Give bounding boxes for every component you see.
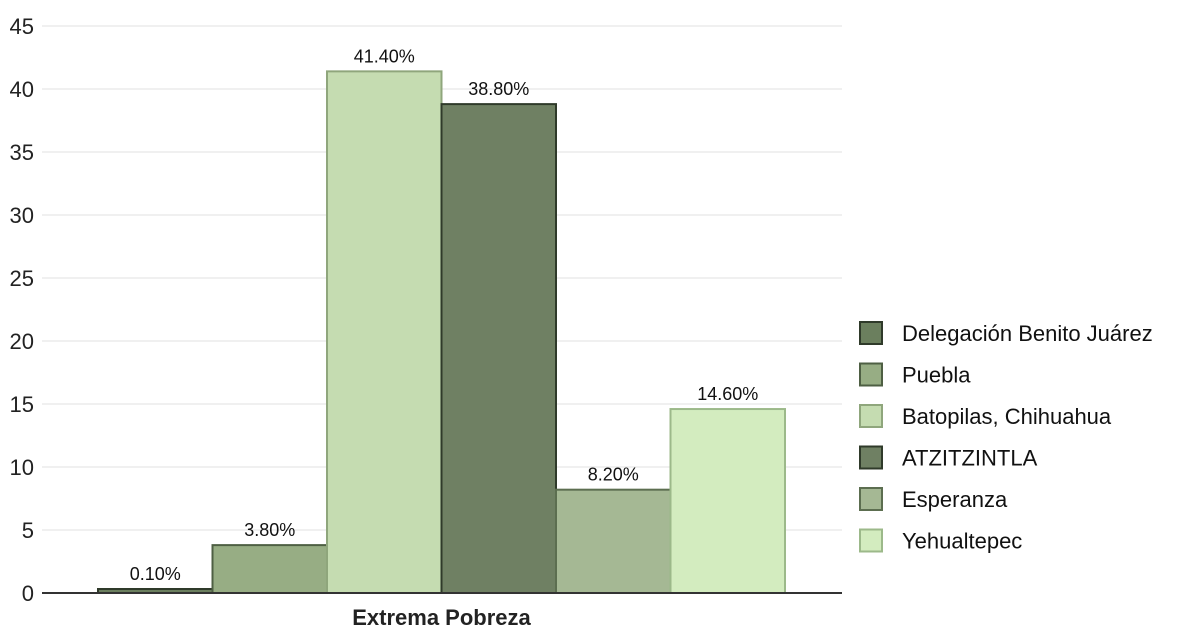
legend-label: ATZITZINTLA	[902, 446, 1038, 471]
legend-label: Delegación Benito Juárez	[902, 321, 1153, 346]
legend-swatch	[859, 487, 883, 511]
legend-label: Puebla	[902, 363, 971, 388]
y-tick-label: 10	[10, 455, 34, 480]
y-tick-label: 0	[22, 581, 34, 606]
y-tick-label: 35	[10, 140, 34, 165]
bar-batopilas-chihuahua	[326, 70, 443, 595]
y-tick-label: 25	[10, 266, 34, 291]
y-tick-label: 45	[10, 14, 34, 39]
legend-swatch	[859, 362, 883, 387]
y-tick-label: 20	[10, 329, 34, 354]
legend: Delegación Benito Juárez Puebla Batopilas,…	[859, 321, 1153, 554]
legend-label: Yehualtepec	[902, 529, 1022, 554]
legend-swatch	[859, 321, 883, 345]
data-label: 41.40%	[354, 46, 415, 66]
data-label: 8.20%	[588, 465, 639, 485]
legend-swatch	[859, 445, 883, 470]
y-tick-label: 5	[22, 518, 34, 543]
y-tick-label: 40	[10, 77, 34, 102]
legend-swatch	[859, 528, 883, 553]
data-label: 38.80%	[468, 79, 529, 99]
y-tick-label: 15	[10, 392, 34, 417]
bar-puebla	[211, 544, 328, 594]
category-label: Extrema Pobreza	[352, 605, 531, 627]
bar-atzitzintla	[440, 103, 557, 595]
legend-label: Batopilas, Chihuahua	[902, 404, 1112, 429]
data-label: 0.10%	[130, 564, 181, 584]
data-label: 3.80%	[244, 520, 295, 540]
bar-esperanza	[555, 488, 672, 594]
data-label: 14.60%	[697, 384, 758, 404]
bar-yehualtepec	[669, 408, 786, 595]
y-axis: 0 5 10 15 20 25 30 35 40 45	[10, 14, 34, 606]
data-labels: 0.10% 3.80% 41.40% 38.80% 8.20% 14.60%	[130, 46, 759, 584]
bar-series	[97, 70, 786, 595]
y-tick-label: 30	[10, 203, 34, 228]
legend-label: Esperanza	[902, 487, 1008, 512]
legend-swatch	[859, 404, 883, 428]
